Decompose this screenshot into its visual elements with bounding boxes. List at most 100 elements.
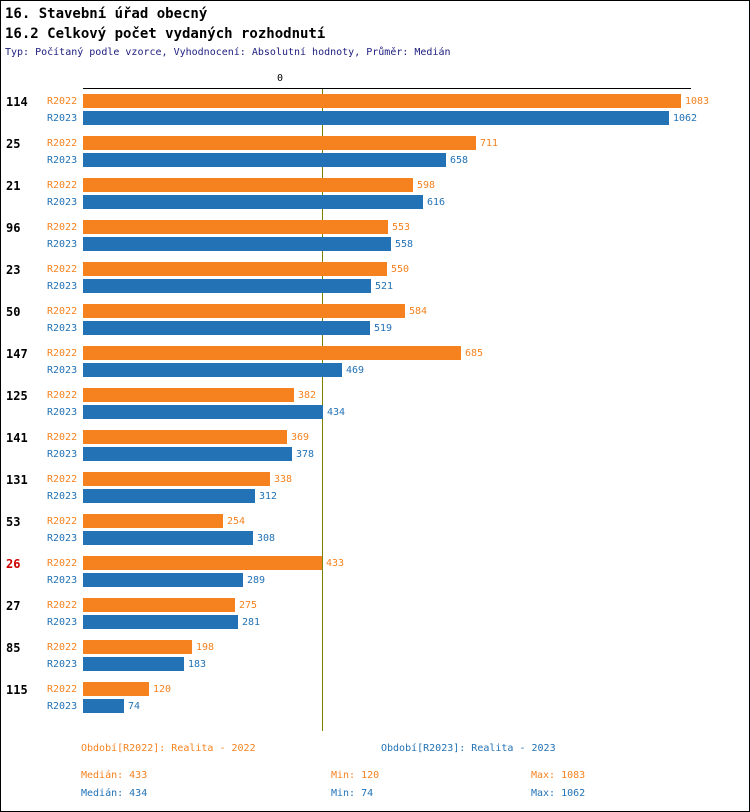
series-label-r2022: R2022: [47, 558, 78, 569]
bar-r2023: [83, 531, 253, 545]
bar-r2023: [83, 237, 391, 251]
series-label-r2022: R2022: [47, 600, 78, 611]
value-label-r2022: 338: [274, 474, 293, 485]
bar-r2022: [83, 94, 681, 108]
series-label-r2022: R2022: [47, 432, 78, 443]
bar-r2023: [83, 489, 255, 503]
series-label-r2022: R2022: [47, 264, 78, 275]
bar-r2023: [83, 615, 238, 629]
bar-r2023: [83, 279, 371, 293]
bar-r2023: [83, 321, 370, 335]
value-label-r2023: 519: [374, 323, 393, 334]
category-label: 50: [6, 305, 21, 319]
category-label: 96: [6, 221, 21, 235]
series-label-r2022: R2022: [47, 306, 78, 317]
bar-r2022: [83, 262, 387, 276]
series-label-r2023: R2023: [47, 617, 78, 628]
value-label-r2022: 598: [417, 180, 436, 191]
category-label: 53: [6, 515, 21, 529]
category-label: 27: [6, 599, 21, 613]
series-label-r2022: R2022: [47, 474, 78, 485]
value-label-r2022: 369: [291, 432, 310, 443]
value-label-r2022: 584: [409, 306, 428, 317]
bar-r2023: [83, 405, 323, 419]
bar-r2022: [83, 682, 149, 696]
category-label: 125: [6, 389, 28, 403]
series-label-r2022: R2022: [47, 684, 78, 695]
series-label-r2023: R2023: [47, 197, 78, 208]
value-label-r2023: 521: [375, 281, 394, 292]
value-label-r2023: 74: [128, 701, 141, 712]
value-label-r2022: 198: [196, 642, 215, 653]
value-label-r2023: 469: [346, 365, 365, 376]
value-label-r2022: 382: [298, 390, 317, 401]
category-label: 21: [6, 179, 21, 193]
series-label-r2023: R2023: [47, 407, 78, 418]
page-title: 16. Stavební úřad obecný: [5, 6, 208, 22]
category-label: 131: [6, 473, 28, 487]
bar-r2022: [83, 136, 476, 150]
bar-r2022: [83, 346, 461, 360]
bar-r2023: [83, 657, 184, 671]
category-label: 25: [6, 137, 21, 151]
bar-r2023: [83, 195, 423, 209]
bar-r2023: [83, 447, 292, 461]
series-label-r2023: R2023: [47, 365, 78, 376]
series-label-r2022: R2022: [47, 390, 78, 401]
series-label-r2022: R2022: [47, 222, 78, 233]
value-label-r2023: 434: [327, 407, 346, 418]
category-label: 114: [6, 95, 28, 109]
bar-r2023: [83, 573, 243, 587]
stat-min-r2023: Min: 74: [331, 788, 374, 799]
chart-meta-line: Typ: Počítaný podle vzorce, Vyhodnocení:…: [5, 47, 451, 58]
bar-r2023: [83, 363, 342, 377]
value-label-r2023: 312: [259, 491, 278, 502]
value-label-r2023: 616: [427, 197, 446, 208]
category-label: 85: [6, 641, 21, 655]
value-label-r2023: 658: [450, 155, 469, 166]
value-label-r2022: 685: [465, 348, 484, 359]
value-label-r2023: 558: [395, 239, 414, 250]
series-label-r2023: R2023: [47, 113, 78, 124]
chart-subtitle: 16.2 Celkový počet vydaných rozhodnutí: [5, 26, 326, 42]
bar-r2022: [83, 598, 235, 612]
series-label-r2022: R2022: [47, 180, 78, 191]
series-label-r2023: R2023: [47, 449, 78, 460]
stat-median-r2023: Medián: 434: [81, 788, 148, 799]
bar-r2022: [83, 178, 413, 192]
bar-r2023: [83, 699, 124, 713]
top-axis-line: [83, 88, 691, 89]
series-label-r2023: R2023: [47, 281, 78, 292]
series-label-r2022: R2022: [47, 642, 78, 653]
value-label-r2022: 553: [392, 222, 411, 233]
legend-r2023: Období[R2023]: Realita - 2023: [381, 743, 556, 754]
series-label-r2023: R2023: [47, 491, 78, 502]
value-label-r2022: 711: [480, 138, 499, 149]
value-label-r2023: 289: [247, 575, 266, 586]
series-label-r2023: R2023: [47, 155, 78, 166]
series-label-r2023: R2023: [47, 575, 78, 586]
axis-zero-label: 0: [277, 73, 284, 84]
bar-r2023: [83, 111, 669, 125]
value-label-r2023: 378: [296, 449, 315, 460]
series-label-r2023: R2023: [47, 533, 78, 544]
legend-r2022: Období[R2022]: Realita - 2022: [81, 743, 256, 754]
series-label-r2023: R2023: [47, 701, 78, 712]
value-label-r2022: 254: [227, 516, 246, 527]
stat-min-r2022: Min: 120: [331, 770, 380, 781]
series-label-r2023: R2023: [47, 239, 78, 250]
bar-r2022: [83, 430, 287, 444]
value-label-r2023: 281: [242, 617, 261, 628]
bar-r2022: [83, 472, 270, 486]
stat-max-r2023: Max: 1062: [531, 788, 586, 799]
bar-r2022: [83, 304, 405, 318]
bar-r2022: [83, 514, 223, 528]
series-label-r2022: R2022: [47, 138, 78, 149]
category-label: 26: [6, 557, 21, 571]
value-label-r2022: 120: [153, 684, 172, 695]
series-label-r2023: R2023: [47, 659, 78, 670]
series-label-r2022: R2022: [47, 516, 78, 527]
bar-r2023: [83, 153, 446, 167]
category-label: 115: [6, 683, 28, 697]
